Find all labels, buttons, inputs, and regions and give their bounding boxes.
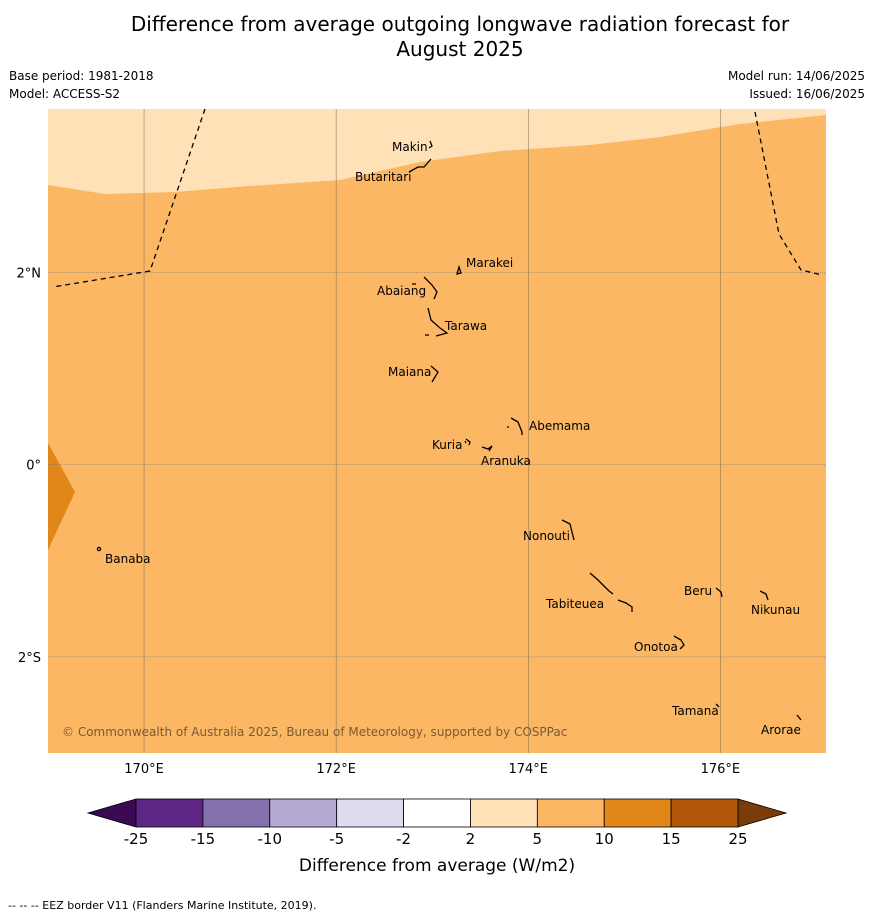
label-tabiteuea: Tabiteuea	[545, 597, 604, 611]
colorbar-tick-label: -25	[124, 830, 149, 848]
colorbar-tick-label: 15	[662, 830, 681, 848]
lat-tick-label: 2°N	[17, 266, 42, 281]
model-run: Model run: 14/06/2025	[727, 69, 865, 83]
eez-border-footnote: -- -- -- EEZ border V11 (Flanders Marine…	[8, 899, 317, 912]
island-tarawa	[425, 307, 449, 337]
place-labels: Makin Butaritari Marakei Abaiang Tarawa …	[105, 140, 801, 737]
island-tabiteuea	[589, 572, 633, 612]
colorbar-segment	[536, 798, 605, 828]
lon-tick-label: 170°E	[124, 762, 164, 777]
map-panel: Makin Butaritari Marakei Abaiang Tarawa …	[48, 108, 826, 753]
copyright-notice: © Commonwealth of Australia 2025, Bureau…	[62, 725, 567, 739]
base-period: Base period: 1981-2018	[9, 69, 154, 83]
label-banaba: Banaba	[105, 552, 151, 566]
colorbar-tick-label: 10	[595, 830, 614, 848]
island-abemama	[507, 417, 523, 435]
island-arorae	[796, 714, 802, 721]
lon-tick-label: 174°E	[508, 762, 548, 777]
label-onotoa: Onotoa	[634, 640, 678, 654]
colorbar-segment	[470, 798, 538, 828]
model-name: Model: ACCESS-S2	[9, 87, 121, 101]
island-nikunau	[759, 590, 769, 601]
island-nonouti	[561, 519, 575, 541]
island-banaba	[96, 546, 102, 552]
colorbar-low-extend	[86, 798, 137, 828]
colorbar-tick-label: 25	[728, 830, 747, 848]
island-aranuka	[481, 445, 493, 452]
colorbar-segment	[670, 798, 739, 828]
label-makin: Makin	[392, 140, 428, 154]
label-abaiang: Abaiang	[377, 284, 426, 298]
colorbar-tick-label: -2	[396, 830, 411, 848]
label-tarawa: Tarawa	[444, 319, 487, 333]
lat-tick-label: 0°	[26, 459, 41, 474]
label-nikunau: Nikunau	[751, 603, 800, 617]
eez-border-west	[52, 108, 206, 288]
title-line-2: August 2025	[396, 37, 524, 61]
issued-date: Issued: 16/06/2025	[749, 87, 865, 101]
colorbar-title: Difference from average (W/m2)	[299, 856, 575, 876]
colorbar-segment	[269, 798, 338, 828]
colorbar-segment	[202, 798, 271, 828]
colorbar-high-extend	[737, 798, 788, 828]
island-onotoa	[673, 635, 685, 650]
colorbar-tick-label: 5	[533, 830, 543, 848]
label-kuria: Kuria	[432, 438, 463, 452]
label-nonouti: Nonouti	[523, 529, 570, 543]
island-abaiang	[412, 276, 438, 300]
label-arorae: Arorae	[761, 723, 801, 737]
colorbar-segment	[135, 798, 204, 828]
island-kuria	[464, 438, 471, 446]
colorbar-tick-label: 2	[466, 830, 476, 848]
title-line-1: Difference from average outgoing longwav…	[130, 12, 790, 36]
colorbar-segment	[336, 798, 404, 828]
colorbar-tick-label: -15	[191, 830, 216, 848]
anomaly-5-10-region	[48, 109, 826, 753]
lon-tick-label: 172°E	[316, 762, 356, 777]
island-makin	[428, 140, 433, 149]
axis-tick-labels: 170°E 172°E 174°E 176°E 2°N 0° 2°S	[17, 266, 741, 777]
colorbar-tick-label: -10	[258, 830, 283, 848]
anomaly-10-15-region	[48, 443, 75, 550]
lat-tick-label: 2°S	[18, 651, 41, 666]
map-figure: Makin Butaritari Marakei Abaiang Tarawa …	[17, 108, 826, 876]
colorbar-tick-label: -5	[329, 830, 344, 848]
eez-border-east	[754, 111, 823, 276]
island-maiana	[430, 365, 439, 383]
gridlines	[48, 109, 826, 753]
label-tamana: Tamana	[671, 704, 719, 718]
anomaly-2-5-region	[48, 109, 826, 194]
label-marakei: Marakei	[466, 256, 513, 270]
island-marakei	[456, 264, 462, 275]
lon-tick-label: 176°E	[701, 762, 741, 777]
label-butaritari: Butaritari	[355, 170, 412, 184]
label-maiana: Maiana	[388, 365, 431, 379]
island-tamana	[715, 703, 720, 708]
colorbar-segment	[603, 798, 672, 828]
island-butaritari	[408, 158, 432, 173]
colorbar: -25 -15 -10 -5 -2 2 5 10 15 25 Difference from av…	[86, 798, 788, 876]
label-abemama: Abemama	[529, 419, 590, 433]
chart-title: Difference from average outgoing longwav…	[0, 12, 873, 62]
island-outlines	[96, 140, 802, 721]
island-beru	[715, 587, 723, 598]
colorbar-segment	[403, 798, 471, 828]
label-beru: Beru	[684, 584, 712, 598]
label-aranuka: Aranuka	[481, 454, 531, 468]
